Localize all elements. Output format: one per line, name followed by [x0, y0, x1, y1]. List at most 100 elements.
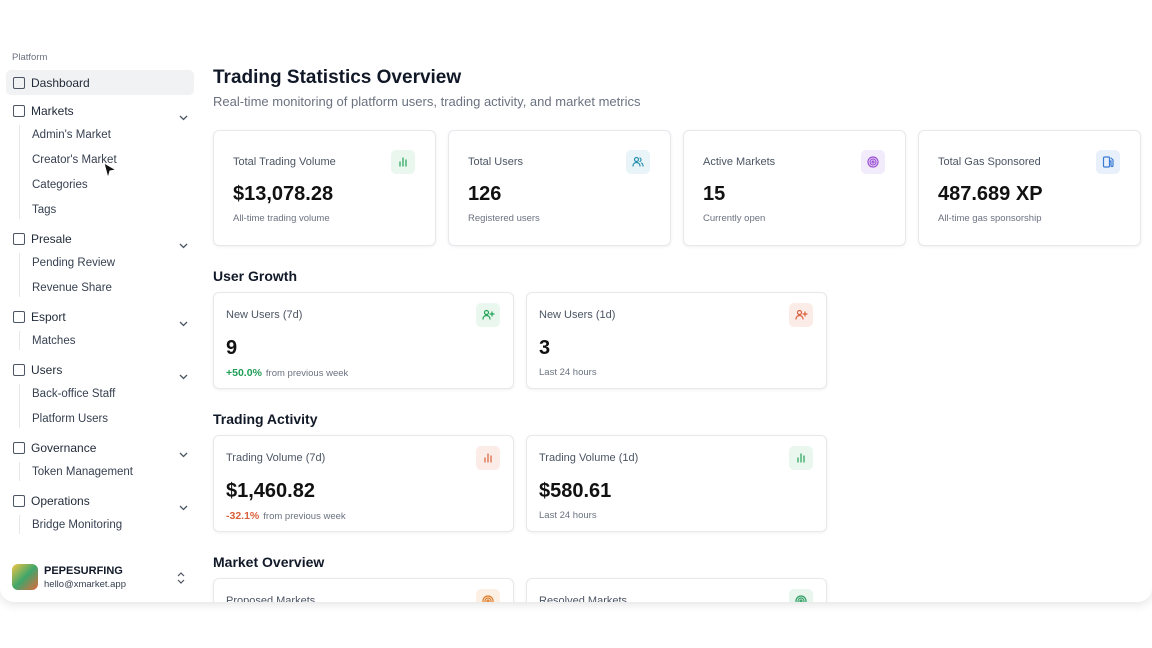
metric-label: Trading Volume (1d): [539, 452, 639, 464]
metric-card: New Users (7d) 9 +50.0% from previous week: [213, 292, 514, 389]
nav-subitem[interactable]: Admin's Market: [32, 129, 111, 141]
icon: [476, 303, 500, 327]
nav-subitem[interactable]: Categories: [32, 179, 88, 191]
nav-subitem[interactable]: Tags: [32, 204, 57, 216]
metric-change: +50.0%: [226, 367, 262, 379]
main-content: Trading Statistics Overview Real-time mon…: [200, 0, 1152, 602]
stat-label: Total Trading Volume: [233, 156, 336, 168]
metric-card: New Users (1d) 3 Last 24 hours: [526, 292, 827, 389]
stat-note: Registered users: [468, 213, 540, 224]
stat-value: 487.689 XP: [938, 183, 1043, 205]
nav-subitem[interactable]: Bridge Monitoring: [32, 519, 123, 531]
stat-label: Active Markets: [703, 156, 776, 168]
nav-icon: [13, 105, 25, 117]
icon: [789, 303, 813, 327]
metric-note: from previous week: [263, 511, 346, 522]
stat-label: Total Gas Sponsored: [938, 156, 1041, 168]
metric-value: $1,460.82: [226, 480, 315, 502]
avatar: [12, 564, 38, 590]
nav-icon: [13, 364, 25, 376]
icon-glyph: [632, 156, 644, 167]
icon-glyph: [482, 595, 494, 602]
stat-note: All-time trading volume: [233, 213, 330, 224]
nav-subitem[interactable]: Matches: [32, 335, 76, 347]
app-window: Platform Dashboard Markets Admin's Market Cr…: [0, 0, 1152, 602]
chevron-glyph: [179, 115, 188, 121]
nav-icon: [13, 495, 25, 507]
nav-item[interactable]: Esport: [31, 310, 66, 324]
metric-value: 3: [539, 337, 551, 359]
tree-line: [19, 462, 20, 481]
nav-subitem[interactable]: Revenue Share: [32, 282, 112, 294]
icon: [1096, 150, 1120, 174]
tree-line: [19, 253, 20, 297]
switch-glyph: [177, 572, 185, 584]
stat-card: Total Users 126 Registered users: [448, 130, 671, 246]
icon-glyph: [867, 156, 879, 168]
page-subtitle: Real-time monitoring of platform users, …: [213, 94, 641, 109]
chevron-glyph: [179, 452, 188, 458]
chevron: [179, 445, 188, 463]
nav-item[interactable]: Governance: [31, 441, 97, 455]
active-bg: [6, 70, 194, 95]
icon-glyph: [1102, 156, 1114, 168]
chevron-glyph: [179, 243, 188, 249]
icon-glyph: [797, 453, 805, 463]
icon: [789, 589, 813, 602]
tree-line: [19, 331, 20, 350]
user-switch[interactable]: [177, 571, 185, 589]
metric-label: Trading Volume (7d): [226, 452, 326, 464]
metric-footer: Last 24 hours: [539, 367, 597, 378]
nav-item[interactable]: Users: [31, 363, 63, 377]
nav-subitem[interactable]: Pending Review: [32, 257, 116, 269]
metric-label: Resolved Markets: [539, 595, 628, 602]
stat-value: $13,078.28: [233, 183, 334, 205]
metric-value: $580.61: [539, 480, 612, 502]
tree-line: [19, 515, 20, 534]
metric-footer: +50.0% from previous week: [226, 367, 348, 379]
nav-subitem[interactable]: Creator's Market: [32, 154, 117, 166]
metric-card: Proposed Markets: [213, 578, 514, 602]
stat-card: Active Markets 15 Currently open: [683, 130, 906, 246]
nav-icon: [13, 442, 25, 454]
stat-note: All-time gas sponsorship: [938, 213, 1042, 224]
metric-footer: Last 24 hours: [539, 510, 597, 521]
nav-subitem[interactable]: Platform Users: [32, 413, 109, 425]
chevron: [179, 314, 188, 332]
chevron: [179, 498, 188, 516]
nav-subitem[interactable]: Token Management: [32, 466, 134, 478]
section-label: Platform: [12, 52, 48, 63]
nav-item[interactable]: Markets: [31, 104, 74, 118]
icon: [626, 150, 650, 174]
icon-glyph: [484, 453, 492, 463]
nav-icon: [13, 311, 25, 323]
metric-label: New Users (7d): [226, 309, 303, 321]
cursor: [103, 161, 118, 180]
metric-note: from previous week: [265, 368, 349, 379]
nav-icon: [13, 77, 25, 89]
stat-note: Currently open: [703, 213, 766, 224]
icon-glyph: [795, 595, 807, 602]
nav-item[interactable]: Dashboard: [31, 76, 90, 90]
sidebar: Platform Dashboard Markets Admin's Market Cr…: [0, 0, 200, 602]
metric-note: Last 24 hours: [539, 510, 597, 521]
metric-label: New Users (1d): [539, 309, 616, 321]
icon: [789, 446, 813, 470]
stat-label: Total Users: [468, 156, 524, 168]
stat-value: 126: [468, 183, 502, 205]
chevron-glyph: [179, 505, 188, 511]
icon-glyph: [399, 157, 407, 167]
metric-change: -32.1%: [226, 510, 260, 522]
nav-icon: [13, 233, 25, 245]
nav-subitem[interactable]: Back-office Staff: [32, 388, 116, 400]
metric-note: Last 24 hours: [539, 367, 597, 378]
chevron-glyph: [179, 321, 188, 327]
chevron: [179, 367, 188, 385]
metric-label: Proposed Markets: [226, 595, 316, 602]
nav-item[interactable]: Operations: [31, 494, 90, 508]
icon-glyph: [795, 309, 808, 320]
user-name[interactable]: PEPESURFING: [44, 565, 123, 577]
metric-footer: -32.1% from previous week: [226, 510, 346, 522]
icon: [861, 150, 885, 174]
nav-item[interactable]: Presale: [31, 232, 72, 246]
